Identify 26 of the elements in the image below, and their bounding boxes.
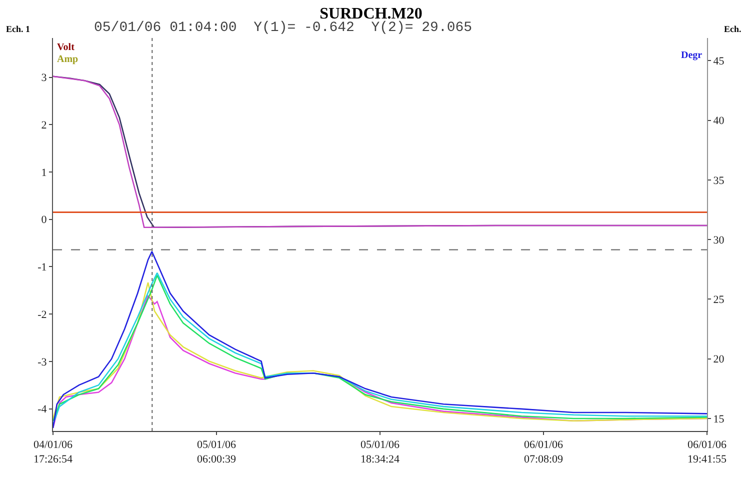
y-tick-label: 0 bbox=[41, 214, 48, 226]
y2-tick-label: 45 bbox=[713, 56, 725, 68]
annotation: Amp bbox=[57, 54, 79, 65]
y-axis-title: Volt bbox=[57, 42, 76, 53]
x-tick-label: 05/01/06 18:34:24 bbox=[360, 439, 400, 466]
y2-tick-label: 40 bbox=[713, 115, 725, 128]
x-tick-label: 06/01/06 19:41:55 bbox=[687, 439, 728, 466]
y2-tick-label: 30 bbox=[713, 234, 725, 246]
y2-tick-label: 20 bbox=[713, 354, 725, 366]
y-tick-label: -2 bbox=[38, 308, 47, 321]
y-tick-label: -4 bbox=[38, 404, 48, 416]
y-tick-label: 2 bbox=[41, 120, 47, 132]
y2-tick-label: 25 bbox=[713, 294, 725, 306]
x-tick-label: 06/01/06 07:08:09 bbox=[524, 439, 564, 466]
text: Ech. 1 bbox=[6, 24, 31, 34]
text: Ech. bbox=[724, 24, 742, 34]
y-tick-label: 3 bbox=[41, 72, 48, 84]
y-tick-label: -1 bbox=[38, 262, 47, 274]
y2-tick-label: 35 bbox=[713, 174, 725, 187]
x-tick-label: 05/01/06 06:00:39 bbox=[196, 439, 237, 466]
y2-tick-label: 15 bbox=[713, 413, 725, 426]
x-tick-label: 04/01/06 17:26:54 bbox=[33, 439, 74, 466]
y-tick-label: -3 bbox=[38, 356, 48, 368]
y-tick-label: 1 bbox=[41, 166, 47, 179]
y2-axis-title: Degr bbox=[681, 50, 703, 61]
chart-subtitle: 05/01/06 01:04:00 Y(1)= -0.642 Y(2)= 29.065 bbox=[94, 20, 472, 36]
